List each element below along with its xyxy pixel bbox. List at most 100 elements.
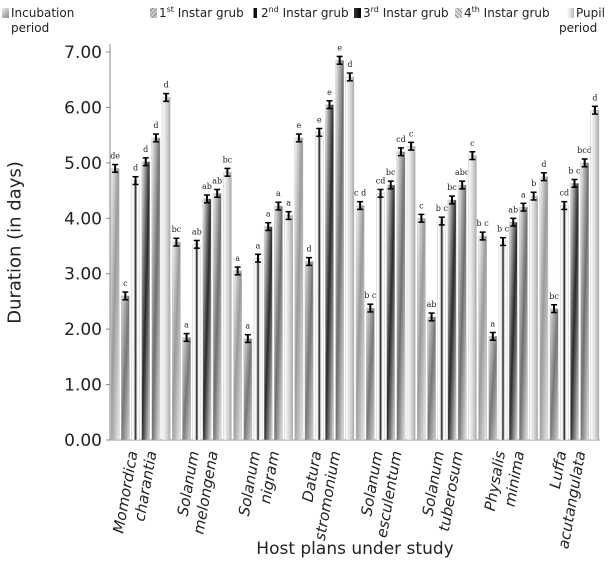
- data-label: e: [337, 43, 342, 52]
- legend: Incubation period 1st Instar grub 2nd In…: [0, 0, 615, 52]
- legend-label-1st-num: 1: [159, 6, 167, 20]
- legend-item-2nd-instar: 2nd Instar grub: [252, 6, 349, 21]
- y-tick-label: 1.00: [64, 376, 102, 396]
- legend-swatch-pupil: [567, 8, 574, 18]
- bar: [141, 161, 151, 441]
- legend-label-3rd-num: 3: [363, 6, 371, 20]
- data-label: bc: [447, 183, 457, 192]
- bar: [325, 104, 334, 441]
- bar: [396, 151, 406, 441]
- x-axis-title: Host plans under study: [256, 539, 454, 559]
- legend-label-pupil-1: Pupil: [576, 6, 605, 20]
- data-label: c: [419, 201, 424, 210]
- data-label: a: [266, 210, 271, 219]
- bar: [549, 308, 559, 441]
- data-label: cd: [396, 135, 406, 144]
- legend-label-2nd-num: 2: [261, 6, 269, 20]
- bar: [161, 97, 171, 441]
- legend-swatch-2nd-instar: [252, 8, 259, 18]
- data-label: a: [256, 241, 261, 250]
- bar: [478, 235, 487, 441]
- data-label: a: [184, 321, 189, 330]
- bar: [508, 221, 518, 441]
- legend-item-1st-instar: 1st Instar grub: [150, 6, 244, 21]
- data-label: a: [490, 319, 495, 328]
- legend-item-4th-instar: 4th Instar grub: [455, 6, 550, 21]
- data-label: ab: [212, 176, 222, 185]
- bar: [570, 183, 579, 441]
- bar: [243, 338, 253, 441]
- y-tick-label: 5.00: [64, 154, 102, 174]
- data-label: bc: [172, 225, 182, 234]
- bar: [274, 205, 283, 441]
- bar: [284, 215, 293, 441]
- data-label: c d: [354, 189, 366, 198]
- bar: [172, 241, 181, 441]
- legend-item-pupil: Pupil period: [559, 6, 605, 36]
- bar: [121, 295, 130, 441]
- bar: [131, 180, 140, 441]
- bar: [580, 162, 589, 441]
- bar: [263, 226, 273, 441]
- y-tick-label: 7.00: [64, 43, 102, 63]
- bar: [590, 109, 600, 441]
- data-label: d: [143, 145, 148, 154]
- bar: [437, 220, 447, 441]
- y-tick-label: 2.00: [64, 320, 102, 340]
- legend-label-3rd-rest: Instar grub: [378, 6, 449, 20]
- bar: [110, 168, 120, 441]
- legend-label-4th-rest: Instar grub: [479, 6, 550, 20]
- bar: [417, 218, 426, 441]
- bar: [151, 137, 161, 441]
- data-label: b: [531, 179, 536, 188]
- data-label: b c: [436, 204, 449, 213]
- bar: [294, 137, 304, 441]
- bar: [447, 199, 457, 441]
- bar: [366, 307, 375, 441]
- bar: [406, 146, 416, 441]
- data-label: c: [409, 129, 414, 138]
- y-tick-label: 6.00: [64, 98, 102, 118]
- data-label: c: [123, 279, 128, 288]
- bar: [223, 172, 232, 441]
- data-label: b c: [568, 166, 581, 175]
- bar: [233, 270, 242, 441]
- legend-swatch-3rd-instar: [354, 8, 361, 18]
- data-label: cd: [376, 176, 386, 185]
- data-label: d: [164, 81, 169, 90]
- legend-label-2nd-rest: Instar grub: [278, 6, 349, 20]
- y-tick-label: 0.00: [64, 431, 102, 451]
- data-label: c: [470, 139, 475, 148]
- legend-swatch-incubation: [2, 8, 9, 18]
- data-label: b c: [497, 225, 510, 234]
- data-label: b c: [364, 291, 377, 300]
- bar: [427, 316, 436, 441]
- data-label: e: [297, 121, 302, 130]
- bar: [376, 193, 385, 441]
- legend-item-incubation: Incubation period: [2, 6, 74, 36]
- legend-label-incubation-1: Incubation: [11, 6, 75, 20]
- bar: [182, 337, 191, 441]
- data-label: ab: [192, 227, 202, 236]
- bar: [559, 205, 569, 441]
- data-label: ab: [508, 205, 518, 214]
- bar: [345, 76, 355, 441]
- bar: [253, 257, 263, 441]
- data-label: d: [307, 245, 312, 254]
- data-label: abc: [455, 168, 470, 177]
- data-label: a: [276, 189, 281, 198]
- data-label: a: [286, 199, 291, 208]
- data-label: d: [592, 93, 597, 102]
- data-label: a: [521, 190, 526, 199]
- data-label: ab: [427, 300, 437, 309]
- bar: [529, 195, 538, 441]
- data-label: d: [133, 164, 138, 173]
- bar: [202, 198, 212, 441]
- legend-swatch-1st-instar: [150, 8, 157, 18]
- data-label: bc: [386, 168, 396, 177]
- data-label: d: [347, 60, 352, 69]
- bar: [212, 193, 222, 441]
- legend-label-4th-num: 4: [464, 6, 472, 20]
- data-label: e: [327, 88, 332, 97]
